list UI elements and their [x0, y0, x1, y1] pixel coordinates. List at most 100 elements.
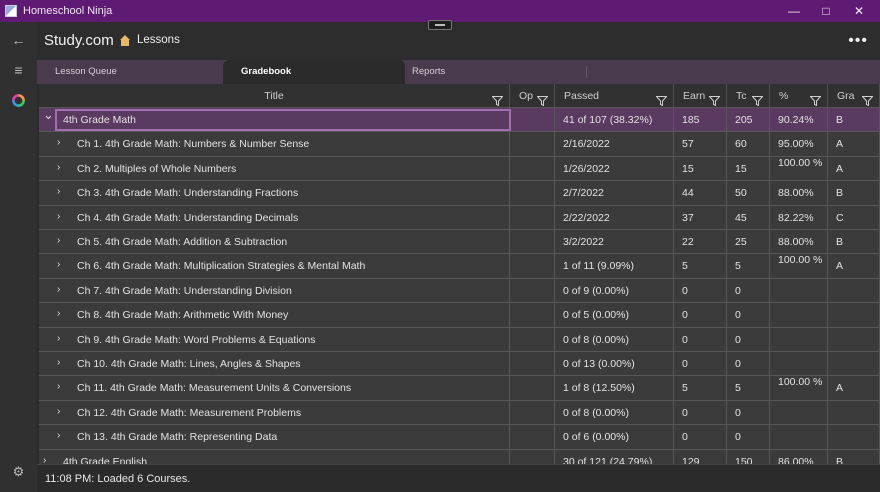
chapter-row[interactable]: › Ch 10. 4th Grade Math: Lines, Angles & … [39, 352, 880, 377]
chevron-right-icon[interactable]: › [57, 430, 61, 442]
cell-title: Ch 7. 4th Grade Math: Understanding Divi… [39, 278, 510, 303]
more-options-button[interactable]: ••• [848, 32, 868, 49]
settings-icon[interactable]: ⚙ [12, 464, 25, 479]
window-title: Homeschool Ninja [23, 5, 113, 17]
course-row[interactable]: › 4th Grade English 30 of 121 (24.79%) 129 1… [39, 449, 880, 464]
filter-icon[interactable] [861, 91, 874, 107]
drag-grip-icon[interactable] [428, 20, 452, 30]
cell-title: Ch 12. 4th Grade Math: Measurement Probl… [39, 400, 510, 425]
chevron-right-icon[interactable]: › [57, 283, 61, 295]
cell-earn: 57 [674, 132, 727, 157]
page-header: Study.com Lessons ••• [37, 22, 880, 62]
chevron-right-icon[interactable]: › [57, 259, 61, 271]
maximize-button[interactable]: □ [822, 4, 830, 18]
chevron-right-icon[interactable]: › [43, 454, 47, 464]
gradebook-grid: Title Op Passed Earn Tc% Gra ⌄ 4th Grade Math 4… [39, 84, 880, 464]
cell-total: 205 [727, 108, 770, 132]
cell-total: 25 [727, 230, 770, 254]
cell-total: 45 [727, 205, 770, 230]
cell-grade: B [828, 181, 880, 206]
cell-grade [828, 352, 880, 376]
cell-earn: 15 [674, 156, 727, 181]
chapter-row[interactable]: › Ch 5. 4th Grade Math: Addition & Subtra… [39, 230, 880, 255]
status-bar: 11:08 PM: Loaded 6 Courses. [37, 464, 880, 492]
back-icon[interactable]: ← [11, 32, 26, 48]
chapter-row[interactable]: › Ch 7. 4th Grade Math: Understanding Div… [39, 278, 880, 304]
cell-op [510, 352, 555, 376]
cell-passed: 0 of 5 (0.00%) [555, 303, 674, 328]
filter-icon[interactable] [655, 91, 668, 107]
column-header-earn[interactable]: Earn [674, 84, 727, 108]
column-header-total[interactable]: Tc [727, 84, 770, 108]
chevron-right-icon[interactable]: › [57, 161, 61, 173]
cell-title: Ch 11. 4th Grade Math: Measurement Units… [39, 376, 510, 401]
chapter-row[interactable]: › Ch 2. Multiples of Whole Numbers 1/26/20… [39, 156, 880, 182]
cell-total: 0 [727, 327, 770, 352]
column-header-title[interactable]: Title [39, 84, 510, 108]
cell-grade: C [828, 205, 880, 230]
chapter-row[interactable]: › Ch 13. 4th Grade Math: Representing Dat… [39, 425, 880, 450]
tab-gradebook[interactable]: Gradebook [223, 60, 405, 84]
chapter-row[interactable]: › Ch 11. 4th Grade Math: Measurement Unit… [39, 376, 880, 401]
column-header-pct[interactable]: % [770, 84, 828, 108]
cell-pct: 100.00 % [770, 156, 828, 181]
chevron-right-icon[interactable]: › [57, 357, 61, 368]
minimize-button[interactable]: — [788, 4, 800, 18]
chapter-row[interactable]: › Ch 6. 4th Grade Math: Multiplication St… [39, 254, 880, 279]
chevron-right-icon[interactable]: › [57, 405, 61, 417]
cell-passed: 2/22/2022 [555, 205, 674, 230]
tab-reports[interactable]: Reports [412, 66, 446, 77]
chevron-right-icon[interactable]: › [57, 235, 61, 246]
chapter-row[interactable]: › Ch 12. 4th Grade Math: Measurement Prob… [39, 400, 880, 426]
tab-divider [586, 66, 587, 78]
column-header-grade[interactable]: Gra [828, 84, 880, 108]
chevron-right-icon[interactable]: › [57, 186, 61, 198]
filter-icon[interactable] [751, 91, 764, 107]
chevron-down-icon[interactable]: ⌄ [43, 107, 54, 122]
tab-lesson-queue[interactable]: Lesson Queue [55, 66, 117, 77]
tab-strip: Lesson Queue Gradebook Reports [37, 60, 880, 84]
chapter-row[interactable]: › Ch 3. 4th Grade Math: Understanding Fra… [39, 181, 880, 206]
cell-title: Ch 3. 4th Grade Math: Understanding Frac… [39, 181, 510, 206]
cell-title: Ch 10. 4th Grade Math: Lines, Angles & S… [39, 352, 510, 376]
cell-passed: 1 of 11 (9.09%) [555, 254, 674, 279]
cell-op [510, 205, 555, 230]
filter-icon[interactable] [708, 91, 721, 107]
filter-icon[interactable] [491, 91, 504, 107]
column-header-op[interactable]: Op [510, 84, 555, 108]
cell-op [510, 376, 555, 401]
cell-earn: 129 [674, 449, 727, 464]
chevron-right-icon[interactable]: › [57, 210, 61, 222]
status-text: 11:08 PM: Loaded 6 Courses. [45, 473, 191, 485]
course-row[interactable]: ⌄ 4th Grade Math 41 of 107 (38.32%) 185 205 9… [39, 107, 880, 133]
app-ring-icon[interactable] [0, 86, 37, 114]
cell-earn: 44 [674, 181, 727, 206]
chevron-right-icon[interactable]: › [57, 381, 61, 393]
cell-grade: A [828, 156, 880, 181]
chapter-row[interactable]: › Ch 9. 4th Grade Math: Word Problems & E… [39, 327, 880, 352]
chevron-right-icon[interactable]: › [57, 332, 61, 344]
app-icon [5, 5, 17, 17]
chapter-row[interactable]: › Ch 1. 4th Grade Math: Numbers & Number … [39, 132, 880, 157]
cell-passed: 0 of 13 (0.00%) [555, 352, 674, 376]
cell-op [510, 108, 555, 132]
menu-icon[interactable]: ≡ [14, 62, 23, 78]
cell-title: Ch 6. 4th Grade Math: Multiplication Str… [39, 254, 510, 279]
column-header-passed[interactable]: Passed [555, 84, 674, 108]
cell-passed: 0 of 6 (0.00%) [555, 425, 674, 450]
chapter-row[interactable]: › Ch 4. 4th Grade Math: Understanding Dec… [39, 205, 880, 230]
filter-icon[interactable] [809, 91, 822, 107]
chapter-row[interactable]: › Ch 8. 4th Grade Math: Arithmetic With M… [39, 303, 880, 328]
close-button[interactable]: ✕ [853, 4, 865, 18]
column-header-label: Tc [736, 90, 747, 102]
cell-passed: 3/2/2022 [555, 230, 674, 254]
cell-total: 150 [727, 449, 770, 464]
filter-icon[interactable] [536, 91, 549, 107]
breadcrumb[interactable]: Lessons [119, 34, 180, 46]
cell-earn: 0 [674, 303, 727, 328]
cell-passed: 2/16/2022 [555, 132, 674, 157]
cell-total: 15 [727, 156, 770, 181]
cell-title: Ch 2. Multiples of Whole Numbers [39, 156, 510, 181]
chevron-right-icon[interactable]: › [57, 137, 61, 149]
chevron-right-icon[interactable]: › [57, 308, 61, 320]
